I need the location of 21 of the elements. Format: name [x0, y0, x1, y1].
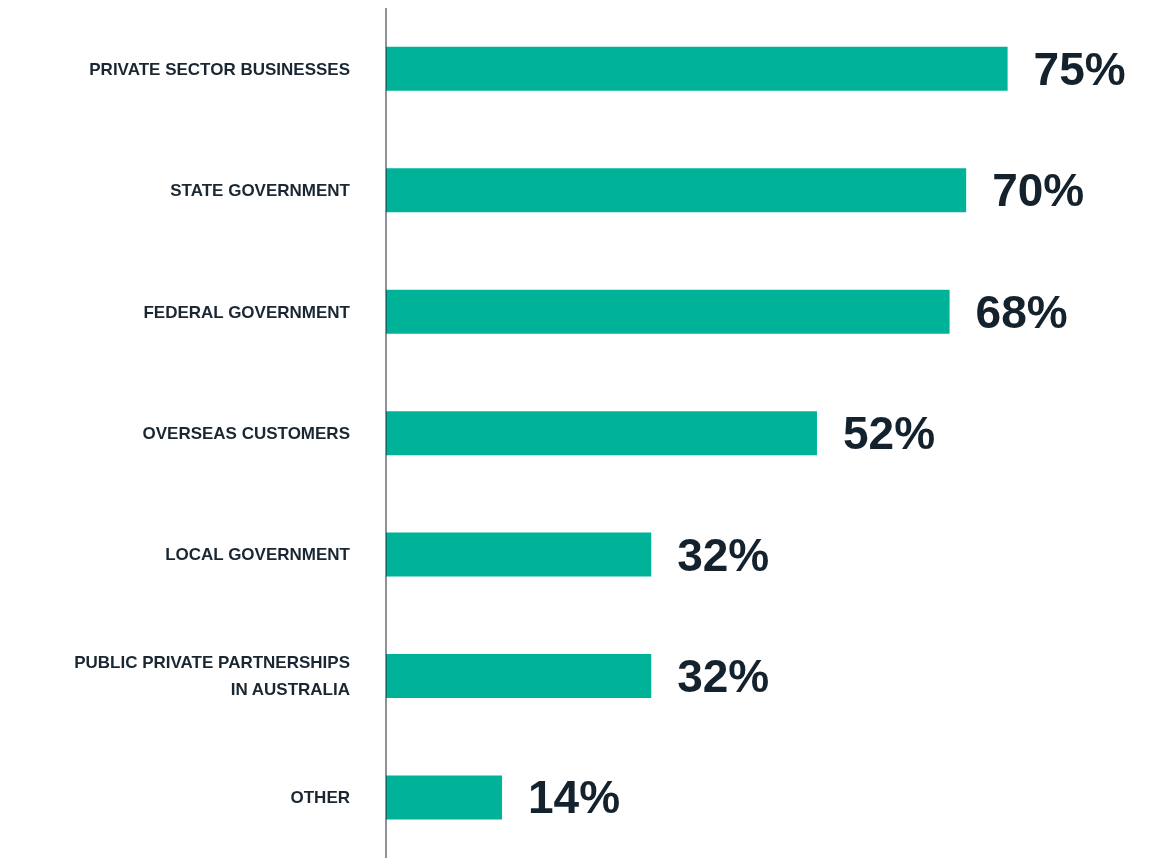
y-tick-label: OTHER: [290, 787, 350, 807]
bar: [386, 46, 1008, 91]
bar: [386, 289, 950, 334]
data-label: 32%: [677, 528, 770, 581]
y-tick-label: OVERSEAS CUSTOMERS: [142, 423, 350, 443]
bar: [386, 532, 652, 577]
bar: [386, 775, 503, 820]
y-tick-label: STATE GOVERNMENT: [170, 180, 351, 200]
bar: [386, 411, 817, 456]
data-label: 32%: [677, 650, 770, 702]
y-tick-label: LOCAL GOVERNMENT: [165, 544, 351, 564]
y-tick-label: FEDERAL GOVERNMENT: [143, 302, 351, 322]
data-label: 14%: [528, 771, 621, 824]
data-label: 75%: [1033, 42, 1126, 95]
data-label: 68%: [975, 285, 1068, 338]
y-tick-label: PUBLIC PRIVATE PARTNERSHIPS IN AUSTRALIA: [74, 652, 350, 699]
y-tick-label: PRIVATE SECTOR BUSINESSES: [89, 59, 350, 79]
data-label: 52%: [842, 407, 936, 460]
data-label: 70%: [992, 164, 1085, 217]
bar: [386, 654, 652, 698]
bar: [386, 168, 967, 213]
